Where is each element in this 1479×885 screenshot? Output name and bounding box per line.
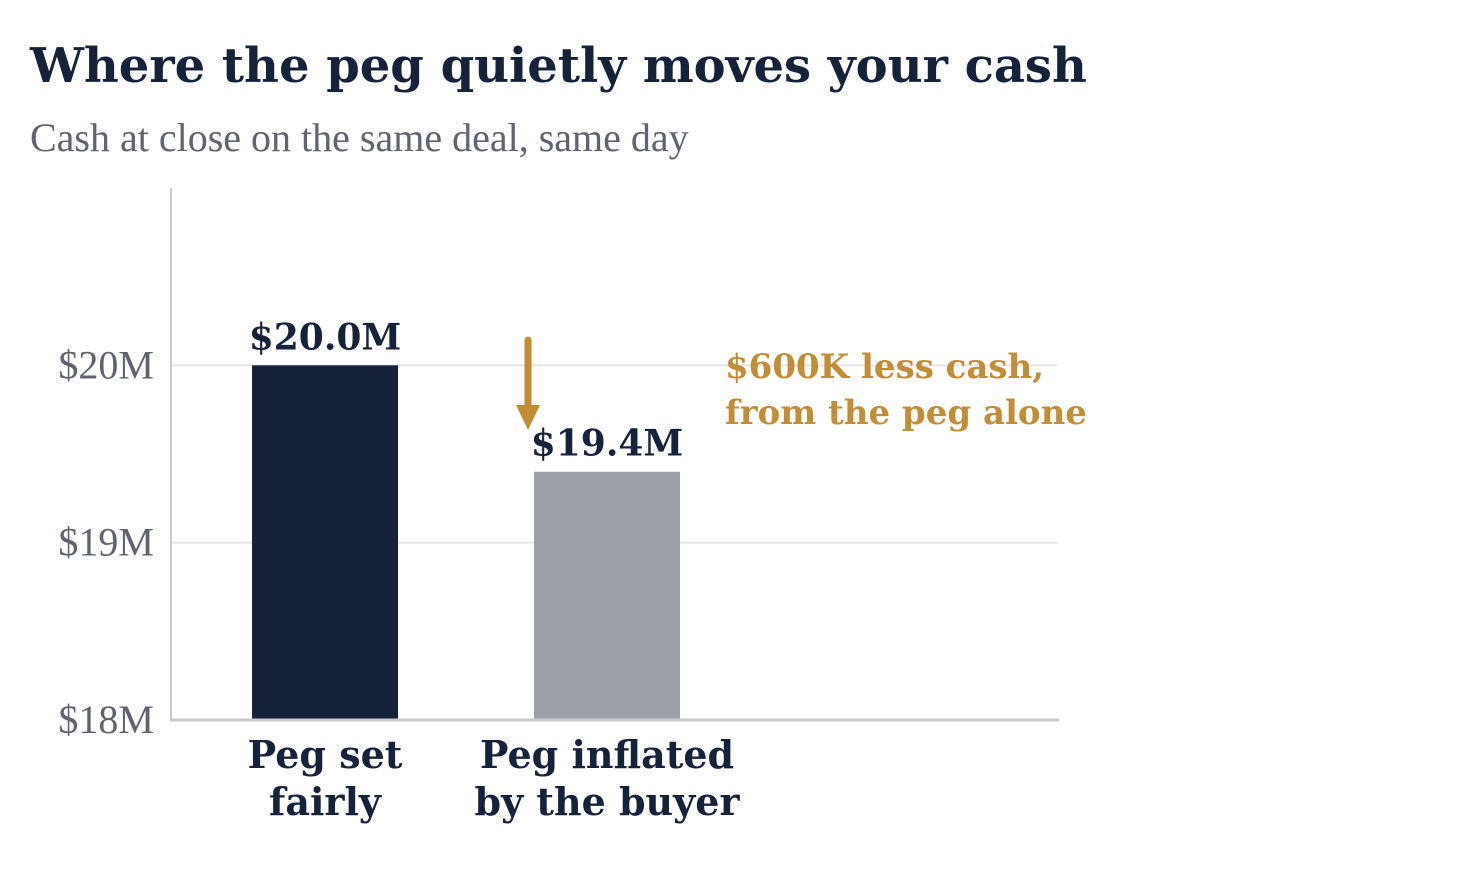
chart-subtitle: Cash at close on the same deal, same day bbox=[30, 115, 689, 160]
bar bbox=[252, 365, 398, 720]
y-tick-label: $19M bbox=[58, 520, 154, 565]
annotation-text: $600K less cash, bbox=[725, 347, 1044, 387]
y-tick-label: $18M bbox=[58, 697, 154, 742]
annotation-arrow-head bbox=[516, 405, 540, 430]
annotation-text: from the peg alone bbox=[725, 393, 1087, 433]
chart-title: Where the peg quietly moves your cash bbox=[30, 38, 1087, 94]
category-label: fairly bbox=[269, 779, 382, 824]
value-label: $20.0M bbox=[249, 316, 402, 358]
category-label: Peg set bbox=[248, 732, 403, 777]
category-label: Peg inflated bbox=[480, 732, 734, 777]
value-label: $19.4M bbox=[531, 423, 684, 465]
y-tick-label: $20M bbox=[58, 342, 154, 387]
bar bbox=[534, 471, 680, 720]
category-label: by the buyer bbox=[475, 779, 741, 824]
